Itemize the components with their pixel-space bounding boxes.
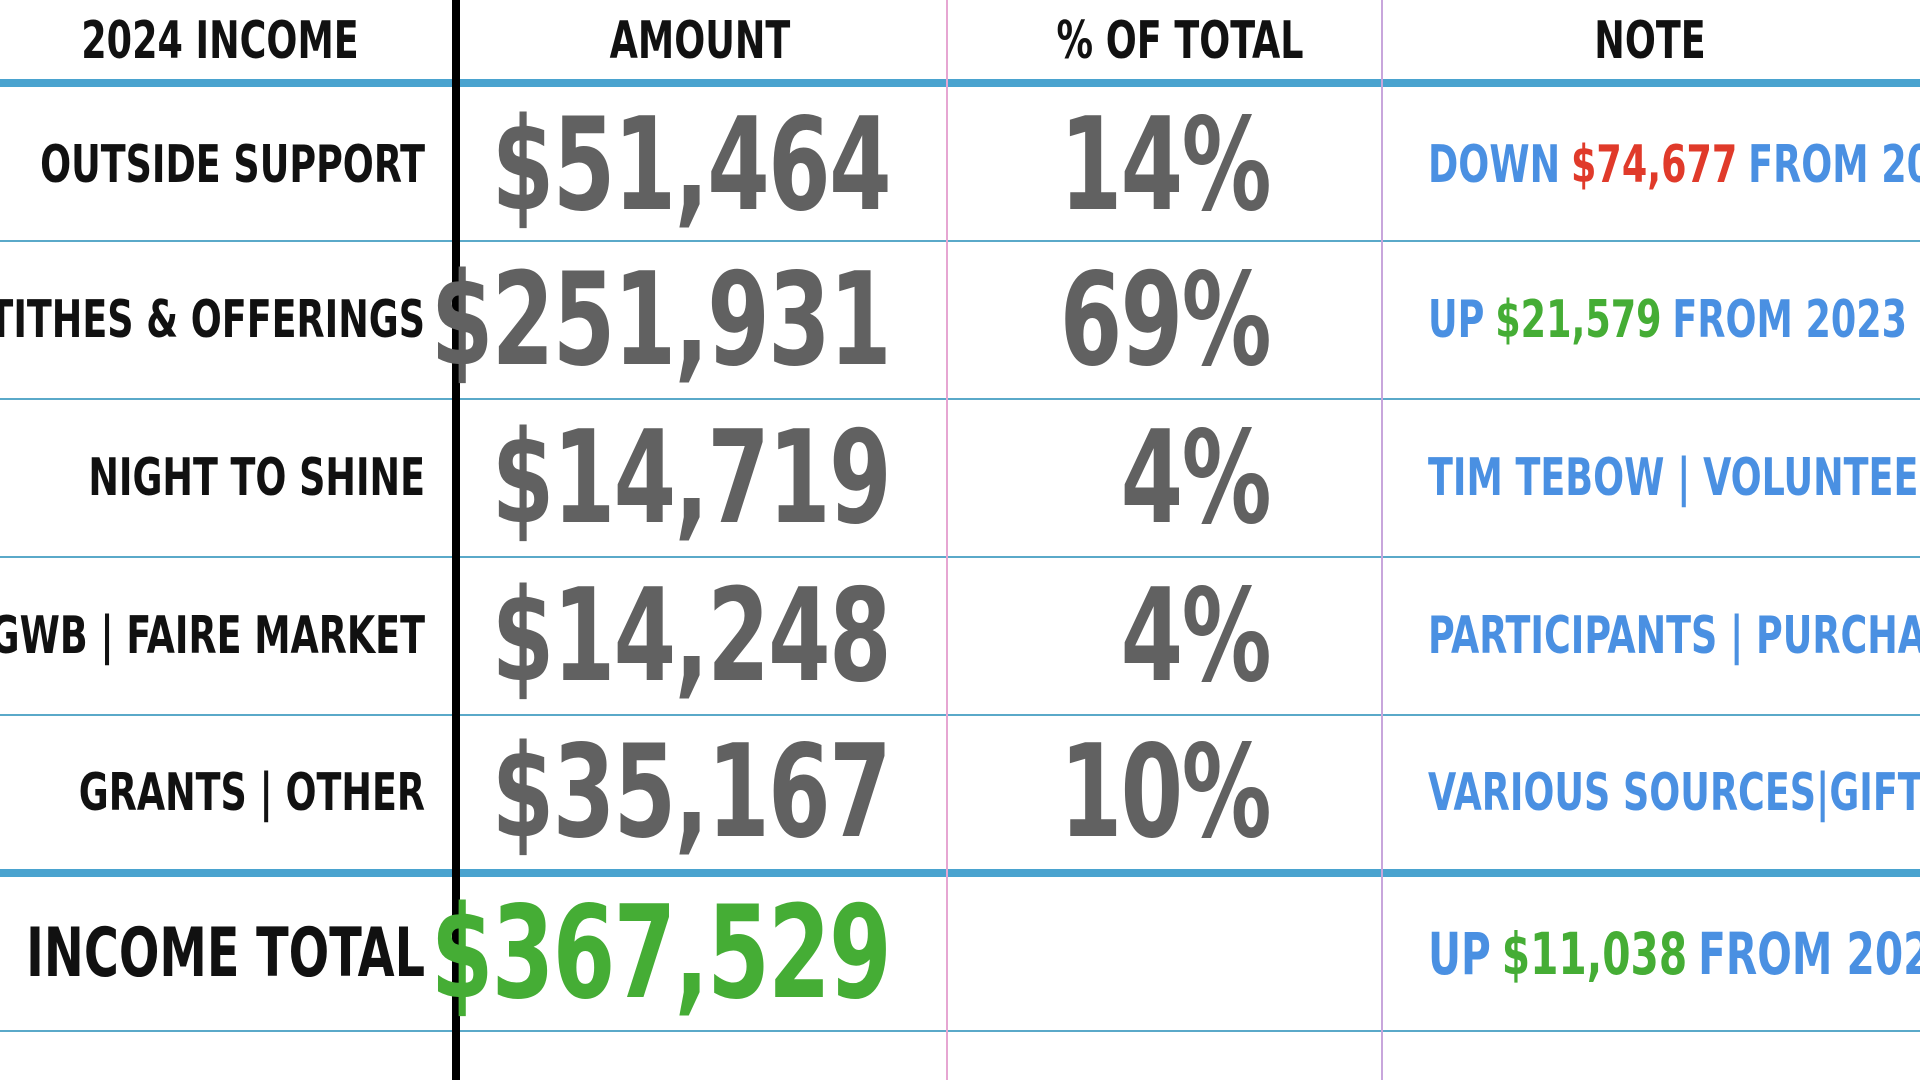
note-suffix: FROM 2023	[1672, 290, 1908, 350]
header-category: 2024 INCOME	[81, 11, 359, 71]
column-divider	[1381, 0, 1383, 1080]
note-direction: UP	[1428, 290, 1485, 350]
column-divider	[946, 0, 948, 1080]
row-label: OUTSIDE SUPPORT	[40, 135, 425, 195]
category-divider	[452, 0, 460, 1080]
row-label: GWB | FAIRE MARKET	[0, 606, 425, 666]
note-change-value: $74,677	[1571, 135, 1738, 195]
row-amount: $35,167	[491, 718, 892, 867]
note-change-value: $11,038	[1501, 919, 1688, 988]
row-percent: 69%	[1059, 245, 1272, 395]
row-amount: $251,931	[430, 245, 892, 395]
note-suffix: FROM 2023	[1698, 919, 1920, 988]
row-percent: 4%	[1120, 403, 1272, 553]
header-amount: AMOUNT	[609, 11, 791, 71]
row-divider	[0, 714, 1920, 716]
row-note: TIM TEBOW | VOLUNTEER	[1428, 448, 1920, 508]
row-label: NIGHT TO SHINE	[88, 448, 425, 508]
row-percent: 10%	[1059, 718, 1272, 867]
total-note: UP $11,038 FROM 2023	[1428, 877, 1920, 1030]
row-divider	[0, 398, 1920, 400]
total-label: INCOME TOTAL	[26, 914, 425, 993]
row-note: PARTICIPANTS | PURCHASES	[1428, 606, 1920, 666]
row-percent: 14%	[1059, 90, 1272, 240]
row-amount: $14,248	[491, 561, 892, 711]
row-percent: 4%	[1120, 561, 1272, 711]
row-amount: $14,719	[491, 403, 892, 553]
note-direction: UP	[1428, 919, 1491, 988]
total-amount: $367,529	[430, 879, 892, 1028]
note-direction: DOWN	[1428, 135, 1561, 195]
header-rule	[0, 79, 1920, 87]
row-note: UP $21,579 FROM 2023	[1428, 242, 1907, 398]
row-divider	[0, 556, 1920, 558]
row-divider	[0, 1030, 1920, 1032]
total-rule	[0, 869, 1920, 877]
note-change-value: $21,579	[1495, 290, 1662, 350]
row-note: VARIOUS SOURCES|GIFTS	[1428, 762, 1920, 823]
row-amount: $51,464	[491, 90, 892, 240]
row-note: DOWN $74,677 FROM 2023	[1428, 90, 1920, 240]
row-label: TITHES & OFFERINGS	[0, 290, 426, 350]
note-suffix: FROM 2023	[1748, 135, 1920, 195]
row-label: GRANTS | OTHER	[78, 762, 426, 823]
header-note: NOTE	[1594, 11, 1706, 71]
header-percent: % OF TOTAL	[1056, 11, 1304, 71]
row-divider	[0, 240, 1920, 242]
